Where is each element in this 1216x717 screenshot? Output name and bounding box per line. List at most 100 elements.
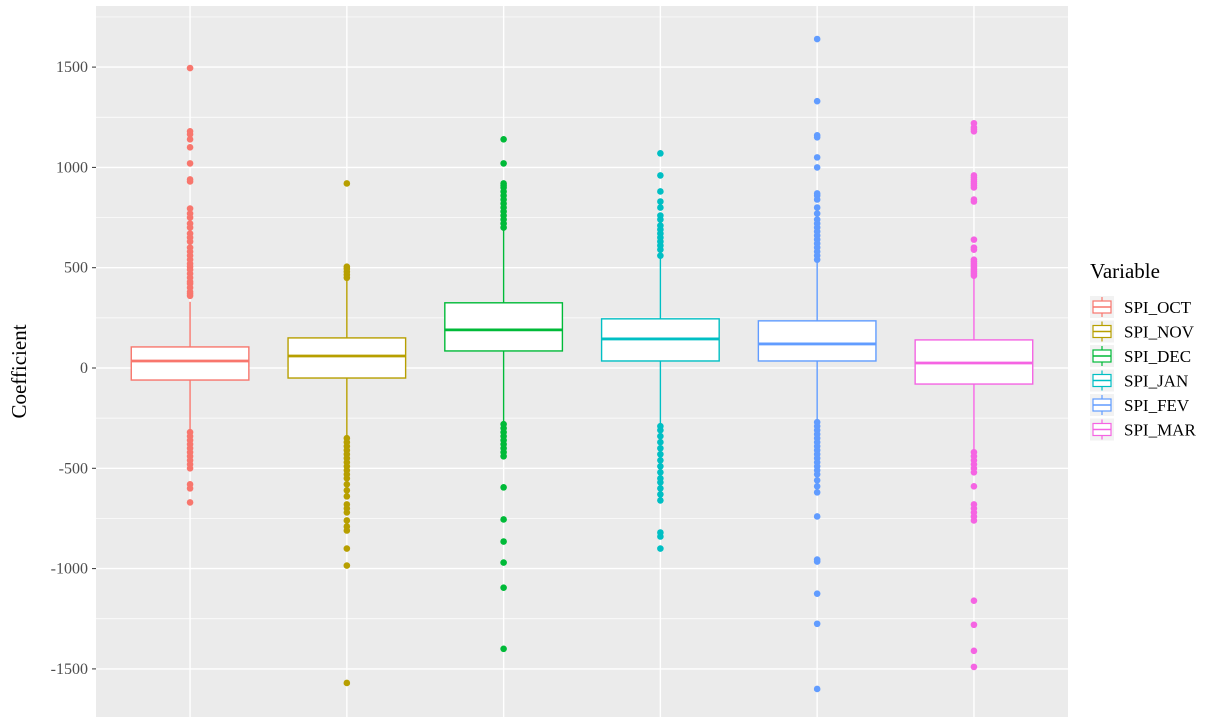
outlier-point <box>813 590 821 597</box>
outlier-point <box>657 246 664 253</box>
outlier-point <box>657 479 664 486</box>
legend-label: SPI_FEV <box>1124 396 1190 415</box>
outlier-point <box>343 493 351 500</box>
outlier-point <box>343 481 351 488</box>
outlier-point <box>657 485 664 492</box>
outlier-point <box>970 127 978 135</box>
outlier-point <box>657 462 664 470</box>
legend: Variable SPI_OCTSPI_NOVSPI_DECSPI_JANSPI… <box>1090 259 1196 441</box>
outlier-point <box>500 645 507 653</box>
outlier-point <box>500 224 507 231</box>
legend-item: SPI_JAN <box>1090 369 1188 392</box>
outlier-point <box>500 584 507 591</box>
outlier-point <box>186 224 194 231</box>
outlier-point <box>186 238 194 245</box>
outlier-point <box>657 252 664 259</box>
outlier-point <box>186 499 194 506</box>
outlier-point <box>657 198 664 205</box>
y-tick-label: 1000 <box>56 159 88 176</box>
outlier-point <box>186 465 194 472</box>
outlier-point <box>813 154 821 161</box>
outlier-point <box>657 216 664 223</box>
outlier-point <box>657 444 664 452</box>
outlier-point <box>343 562 351 569</box>
outlier-point <box>500 559 507 566</box>
outlier-point <box>657 150 664 157</box>
panel-background <box>96 6 1068 717</box>
box-iqr <box>757 320 877 362</box>
y-tick-label: 500 <box>64 260 88 277</box>
outlier-point <box>343 527 351 534</box>
outlier-point <box>970 236 978 243</box>
outlier-point <box>500 136 507 143</box>
legend-label: SPI_MAR <box>1124 421 1196 440</box>
outlier-point <box>657 469 664 476</box>
outlier-point <box>657 172 664 179</box>
outlier-point <box>813 97 821 105</box>
outlier-point <box>343 509 351 516</box>
box-iqr <box>287 337 407 379</box>
legend-label: SPI_DEC <box>1124 347 1191 366</box>
outlier-point <box>343 679 351 687</box>
outlier-point <box>186 205 194 212</box>
outlier-point <box>813 134 821 141</box>
legend-label: SPI_JAN <box>1124 372 1188 391</box>
outlier-point <box>813 620 821 628</box>
outlier-point <box>186 178 194 185</box>
outlier-point <box>813 477 821 484</box>
outlier-point <box>186 136 194 143</box>
outlier-point <box>186 131 194 138</box>
legend-item: SPI_DEC <box>1090 345 1191 367</box>
outlier-point <box>813 513 821 520</box>
legend-title: Variable <box>1090 259 1160 283</box>
legend-item: SPI_NOV <box>1090 320 1195 343</box>
outlier-point <box>657 204 664 211</box>
outlier-point <box>970 647 978 655</box>
outlier-point <box>657 497 664 504</box>
legend-item: SPI_FEV <box>1090 394 1190 416</box>
outlier-point <box>970 272 978 280</box>
legend-item: SPI_OCT <box>1090 296 1192 318</box>
outlier-point <box>813 489 821 496</box>
outlier-point <box>970 483 978 490</box>
box-spi-oct <box>130 64 250 506</box>
outlier-point <box>970 517 978 524</box>
legend-items: SPI_OCT SPI_NOV SPI_DEC SPI_JAN SPI_FEV SPI_M… <box>1090 296 1196 441</box>
outlier-point <box>970 184 978 191</box>
box-spi-fev <box>757 35 877 693</box>
outlier-point <box>657 188 664 195</box>
outlier-point <box>657 456 664 464</box>
outlier-point <box>343 180 351 187</box>
legend-label: SPI_NOV <box>1124 323 1195 342</box>
box-iqr <box>130 346 250 381</box>
outlier-point <box>657 450 664 458</box>
outlier-point <box>343 487 351 494</box>
outlier-point <box>343 274 351 282</box>
y-axis-title: Coefficient <box>7 324 31 418</box>
outlier-point <box>657 432 664 440</box>
y-tick-label: -1000 <box>51 561 88 578</box>
outlier-point <box>813 256 821 263</box>
outlier-point <box>500 538 507 545</box>
legend-item: SPI_MAR <box>1090 418 1196 441</box>
y-tick-label: 1500 <box>56 59 88 76</box>
outlier-point <box>970 663 978 671</box>
minor-gridlines <box>96 16 1068 620</box>
outlier-point <box>970 469 978 476</box>
outlier-point <box>657 438 664 446</box>
outlier-point <box>813 35 821 43</box>
outlier-point <box>813 685 821 693</box>
outlier-point <box>970 621 978 629</box>
outlier-point <box>186 214 194 221</box>
y-tick-label: 0 <box>80 360 88 377</box>
box-iqr <box>444 302 564 352</box>
outlier-point <box>813 483 821 490</box>
outlier-point <box>343 475 351 482</box>
box-series-group <box>130 35 1034 693</box>
outlier-point <box>343 545 351 552</box>
legend-label: SPI_OCT <box>1124 298 1192 317</box>
outlier-point <box>813 471 821 478</box>
outlier-point <box>657 491 664 498</box>
y-tick-label: -500 <box>59 460 88 477</box>
